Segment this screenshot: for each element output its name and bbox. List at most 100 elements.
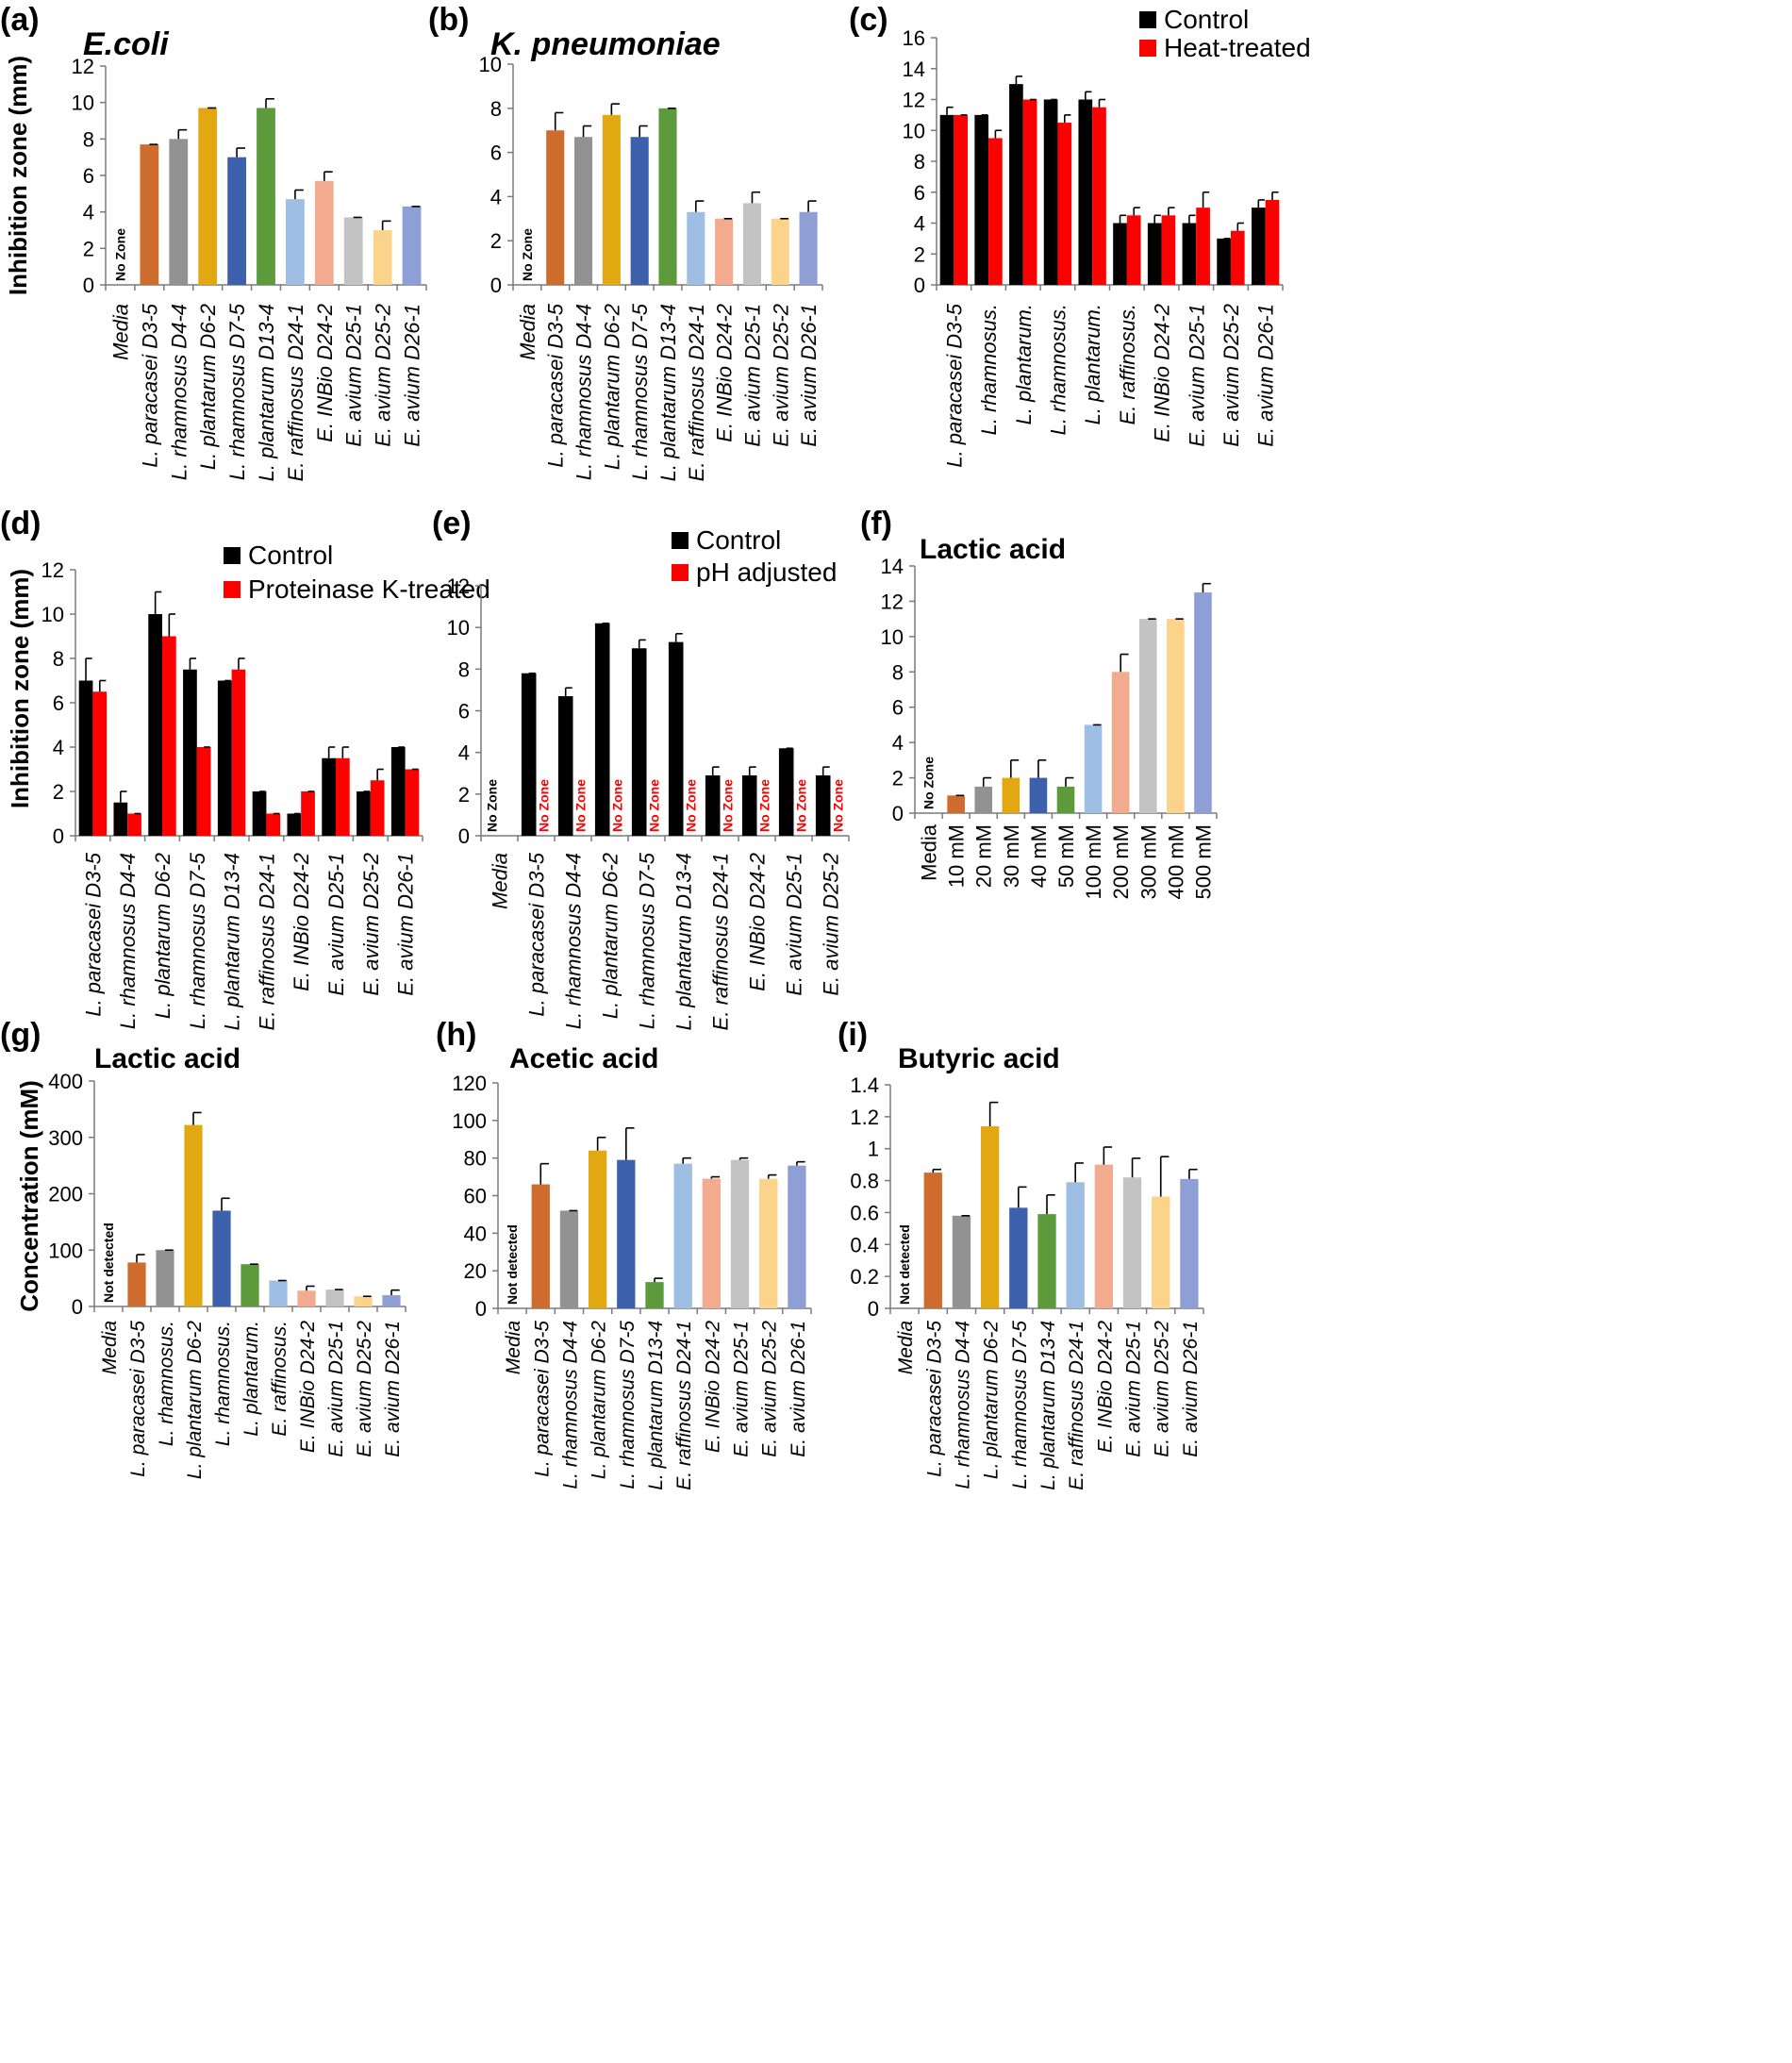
bar-l-paracasei-d3-5-control — [939, 114, 954, 285]
bar-l-rhamnosus-d7-5-control — [183, 669, 197, 836]
annotation-label: No Zone — [756, 779, 772, 832]
x-tick-label: L. plantarum D13-4 — [1037, 1321, 1059, 1490]
x-tick-label: L. plantarum. — [1081, 304, 1104, 424]
y-tick-label: 4 — [914, 212, 925, 236]
x-tick-label: E. avium D25-2 — [359, 853, 383, 996]
x-tick-label: 30 mM — [1000, 824, 1023, 888]
bar-e-inbio-d24-2 — [715, 218, 734, 285]
bar-10-mm — [947, 795, 965, 813]
x-tick-label: L. rhamnosus D7-5 — [628, 303, 652, 480]
legend-label: Heat-treated — [1164, 33, 1311, 62]
panel-label: (a) — [0, 2, 40, 38]
bar-300-mm — [1138, 619, 1157, 813]
annotation-label: No Zone — [572, 779, 588, 832]
bar-l-rhamnosus-d4-4-control — [557, 696, 573, 836]
x-tick-label: E. avium D26-1 — [382, 1321, 404, 1457]
x-tick-label: L. plantarum D6-2 — [151, 853, 174, 1019]
y-tick-label: 0 — [914, 274, 925, 297]
chart-title: E.coli — [83, 26, 170, 62]
y-tick-label: 0 — [53, 824, 64, 848]
y-tick-label: 4 — [458, 741, 470, 765]
bar-e-raffinosus-d24-1 — [673, 1163, 692, 1308]
x-tick-label: 40 mM — [1027, 824, 1051, 888]
x-tick-label: E. avium D25-2 — [372, 304, 395, 447]
x-tick-label: E. avium D25-1 — [731, 1321, 753, 1457]
x-tick-label: L. rhamnosus. — [977, 304, 1001, 435]
y-tick-label: 120 — [452, 1072, 487, 1095]
chart-title: Acetic acid — [509, 1043, 658, 1074]
y-tick-label: 4 — [490, 185, 502, 208]
annotation-label: No Zone — [536, 779, 551, 832]
y-tick-label: 2 — [914, 242, 925, 266]
annotation-label: Not detected — [897, 1224, 912, 1305]
x-tick-label: L. plantarum. — [241, 1321, 262, 1437]
bar-l-plantarum-d13-4 — [1037, 1214, 1056, 1308]
bar-40-mm — [1029, 777, 1048, 813]
x-tick-label: L. rhamnosus. — [156, 1321, 177, 1446]
legend-swatch-control — [1139, 11, 1156, 28]
y-tick-label: 8 — [83, 127, 94, 151]
y-tick-label: 0 — [458, 824, 470, 848]
x-tick-label: L. plantarum D6-2 — [599, 853, 622, 1019]
bar-l-rhamnosus-d7-5 — [227, 157, 246, 285]
bar-e-avium-d25-2-control — [1217, 238, 1231, 285]
x-tick-label: L. paracasei D3-5 — [138, 303, 161, 467]
bar-e-avium-d25-2 — [354, 1296, 373, 1306]
x-tick-label: E. avium D26-1 — [788, 1321, 809, 1457]
chart-panel-g: (g) Lactic acid Concentration (mM) 0 100 200 3… — [0, 1017, 407, 1479]
bar-l-rhamnosus-d4-4 — [952, 1215, 971, 1308]
bar-e-avium-d25-1 — [730, 1159, 750, 1308]
bar-30-mm — [1002, 777, 1020, 813]
x-tick-label: E. avium D25-1 — [740, 304, 764, 447]
bar-e-avium-d26-1 — [1180, 1178, 1199, 1308]
bar-l-plantarum-control — [1078, 99, 1093, 285]
bar-e-raffinosus — [269, 1280, 288, 1306]
bar-e-raffinosus-d24-1-proteinase-k-treated — [266, 813, 281, 836]
y-tick-label: 2 — [83, 237, 94, 260]
x-tick-label: E. INBio D24-2 — [290, 853, 313, 991]
bar-e-raffinosus-heat-treated — [1126, 215, 1141, 285]
bar-l-plantarum-heat-treated — [1022, 99, 1037, 285]
annotation-label: Not detected — [505, 1224, 520, 1305]
bar-l-paracasei-d3-5 — [546, 130, 565, 285]
bar-l-plantarum-d6-2 — [980, 1126, 1000, 1308]
x-tick-label: E. raffinosus D24-1 — [255, 853, 278, 1030]
x-tick-label: E. raffinosus D24-1 — [284, 304, 307, 481]
y-tick-label: 12 — [903, 89, 925, 112]
bar-l-plantarum-d13-4 — [658, 108, 677, 285]
x-tick-label: E. avium D25-1 — [1185, 304, 1208, 447]
x-tick-label: L. plantarum D13-4 — [645, 1321, 667, 1490]
y-axis-label: Inhibition zone (mm) — [6, 569, 34, 808]
y-axis-label: Concentration (mM) — [15, 1080, 43, 1312]
annotation-label: No Zone — [921, 757, 937, 809]
y-tick-label: 6 — [53, 691, 64, 715]
bar-e-avium-d25-2 — [1152, 1196, 1170, 1308]
bar-e-avium-d26-1-proteinase-k-treated — [405, 769, 420, 836]
x-tick-label: Media — [918, 824, 941, 881]
bar-l-paracasei-d3-5-heat-treated — [954, 114, 969, 285]
annotation-label: No Zone — [485, 779, 500, 832]
y-tick-label: 1.2 — [850, 1106, 879, 1129]
x-tick-label: E. avium D25-2 — [759, 1321, 781, 1457]
x-tick-label: L. rhamnosus. — [1046, 304, 1070, 435]
x-tick-label: L. plantarum D6-2 — [981, 1321, 1003, 1479]
x-tick-label: Media — [99, 1321, 121, 1374]
x-tick-label: 300 mM — [1137, 824, 1160, 899]
annotation-label: No Zone — [609, 779, 624, 832]
x-tick-label: L. rhamnosus D7-5 — [186, 852, 209, 1029]
annotation-label: No Zone — [112, 228, 127, 281]
y-tick-label: 10 — [72, 92, 94, 115]
x-tick-label: E. avium D26-1 — [401, 304, 424, 447]
x-tick-label: E. raffinosus. — [269, 1321, 290, 1437]
x-tick-label: L. plantarum D6-2 — [600, 304, 623, 470]
bar-l-plantarum-d13-4-control — [217, 680, 232, 836]
y-tick-label: 8 — [914, 150, 925, 174]
y-tick-label: 200 — [48, 1183, 83, 1206]
chart-title: Lactic acid — [920, 534, 1066, 565]
y-tick-label: 6 — [83, 164, 94, 188]
panel-label: (f) — [860, 506, 892, 541]
x-tick-label: 400 mM — [1164, 824, 1187, 899]
bar-l-rhamnosus-heat-treated — [988, 138, 1003, 285]
x-tick-label: L. plantarum D6-2 — [196, 304, 220, 470]
y-tick-label: 0 — [72, 1295, 83, 1319]
